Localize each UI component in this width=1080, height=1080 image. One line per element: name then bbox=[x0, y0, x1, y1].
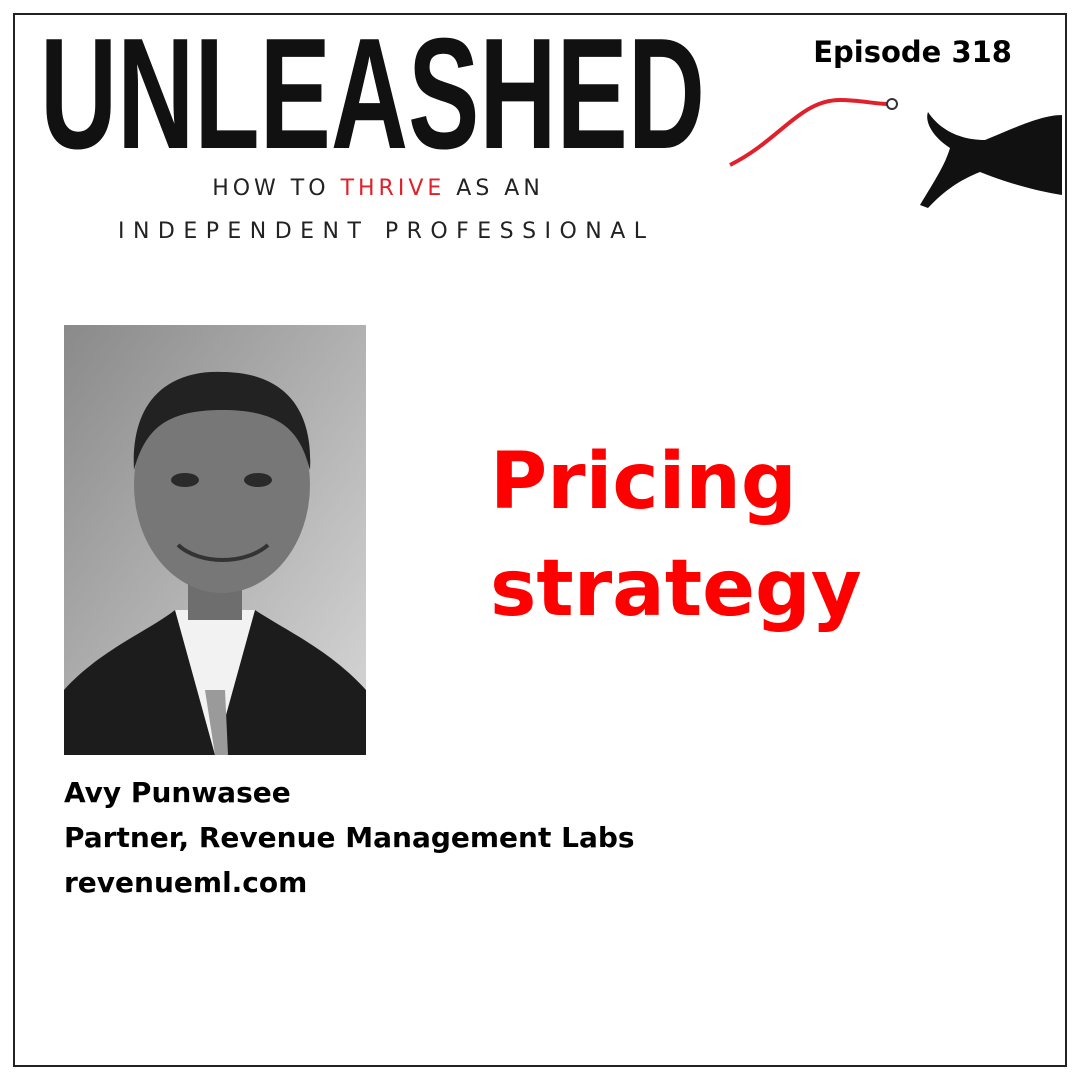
tagline-part: AS AN bbox=[456, 176, 544, 201]
episode-number: Episode 318 bbox=[813, 35, 1012, 69]
tagline-line2: INDEPENDENT PROFESSIONAL bbox=[118, 219, 650, 244]
tagline-line1: HOW TO THRIVE AS AN bbox=[212, 176, 544, 201]
tagline-highlight: THRIVE bbox=[340, 176, 446, 201]
guest-name: Avy Punwasee bbox=[64, 776, 291, 809]
tagline-part: HOW TO bbox=[212, 176, 329, 201]
leash bbox=[729, 97, 889, 167]
topic-line: Pricing bbox=[490, 437, 797, 527]
guest-role: Partner, Revenue Management Labs bbox=[64, 821, 635, 854]
dog-silhouette bbox=[920, 112, 1062, 208]
guest-photo bbox=[64, 325, 366, 755]
topic-line: strategy bbox=[490, 544, 862, 634]
logo-title: UNLEASHED bbox=[40, 6, 705, 182]
guest-website: revenueml.com bbox=[64, 866, 307, 899]
leash-clip bbox=[886, 98, 898, 110]
